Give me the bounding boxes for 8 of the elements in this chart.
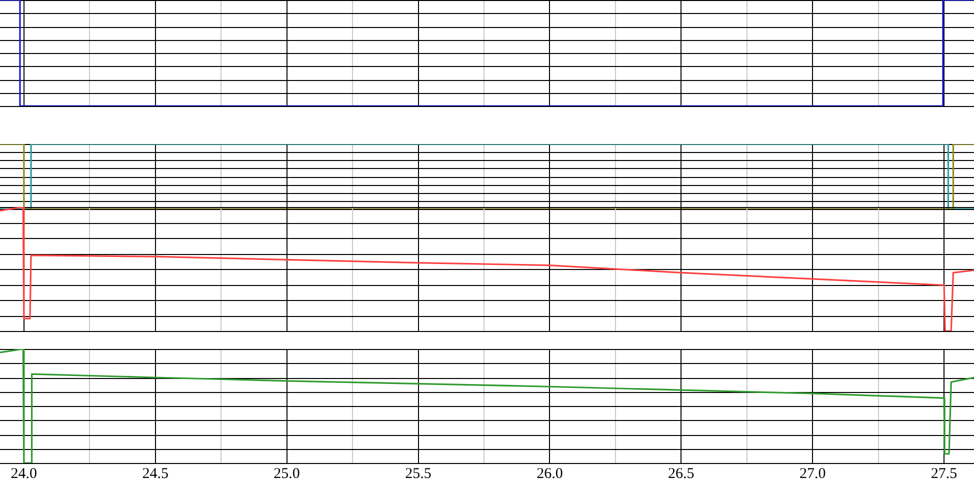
x-tick-label: 27.0 (799, 466, 826, 482)
x-tick-label: 26.0 (536, 466, 563, 482)
x-tick-label: 26.5 (668, 466, 694, 482)
x-tick-label: 25.5 (405, 466, 432, 482)
x-tick-label: 25.0 (274, 466, 300, 482)
x-tick-label: 27.5 (930, 466, 958, 482)
x-tick-label: 24.0 (10, 466, 38, 482)
x-tick-label: 24.5 (142, 466, 168, 482)
